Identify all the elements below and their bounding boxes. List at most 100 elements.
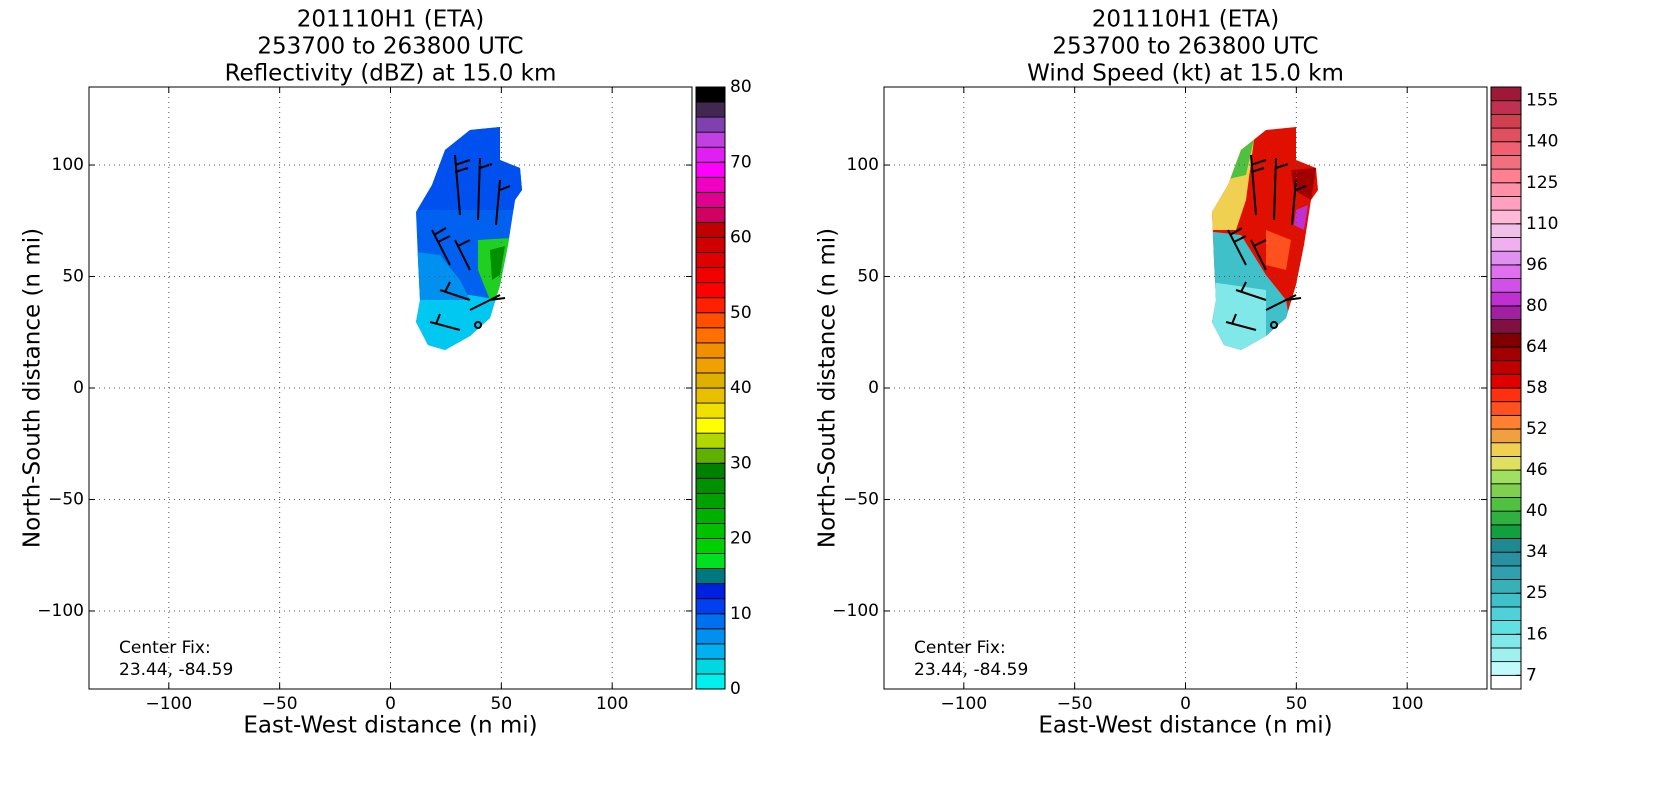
colorbar-segment [695, 507, 726, 524]
colorbar-segment [695, 267, 726, 284]
colorbar-tick-label: 10 [730, 604, 752, 624]
colorbar-segment [1490, 414, 1522, 430]
colorbar-tick-label: 34 [1526, 542, 1548, 562]
plot-frame [883, 86, 1488, 690]
colorbar-segment [1490, 319, 1522, 334]
colorbar-segment [695, 553, 726, 569]
colorbar-segment [1490, 592, 1522, 608]
colorbar-segment [1490, 551, 1522, 567]
colorbar-segment [695, 658, 726, 675]
colorbar-segment [695, 598, 726, 615]
colorbar-segment [695, 222, 726, 238]
colorbar-segment [695, 402, 726, 419]
annotation: Center Fix: [914, 638, 1006, 658]
chart-title: 253700 to 263800 UTC [1052, 34, 1318, 60]
colorbar-segment [695, 312, 726, 329]
colorbar-segment [695, 477, 726, 494]
colorbar-tick-label: 96 [1526, 255, 1548, 275]
colorbar-segment [1490, 661, 1522, 676]
annotation: 23.44, -84.59 [914, 660, 1028, 680]
y-tick-label: −100 [832, 601, 879, 621]
y-tick-label: 100 [52, 155, 84, 175]
colorbar-segment [695, 297, 726, 314]
colorbar-segment [1490, 633, 1522, 649]
colorbar-segment [695, 643, 726, 660]
annotation: 23.44, -84.59 [119, 660, 233, 680]
colorbar-segment [1490, 127, 1522, 143]
colorbar-segment [1490, 223, 1522, 238]
colorbar-segment [1490, 86, 1522, 102]
colorbar-segment [1490, 524, 1522, 539]
colorbar-segment [1490, 483, 1522, 498]
colorbar-segment [695, 86, 726, 103]
x-tick-label: −100 [145, 694, 192, 714]
colorbar-segment [1490, 264, 1522, 279]
colorbar-segment [1490, 196, 1522, 211]
colorbar-segment [695, 116, 726, 133]
colorbar-segment [1490, 332, 1522, 348]
colorbar-segment [695, 206, 726, 223]
colorbar-segment [695, 387, 726, 404]
colorbar-segment [1490, 456, 1522, 471]
colorbar-segment [695, 342, 726, 359]
colorbar-segment [695, 432, 726, 449]
chart-title: Reflectivity (dBZ) at 15.0 km [225, 61, 557, 87]
colorbar-segment [1490, 209, 1522, 225]
colorbar-segment [695, 492, 726, 509]
colorbar-tick-label: 80 [730, 77, 752, 97]
colorbar-segment [1490, 113, 1522, 129]
y-axis-label: North-South distance (n mi) [815, 228, 841, 548]
colorbar-segment [1490, 141, 1522, 156]
colorbar-segment [1490, 606, 1522, 621]
chart-title: Wind Speed (kt) at 15.0 km [1027, 61, 1344, 87]
colorbar-tick-label: 0 [730, 679, 741, 699]
colorbar-segment [695, 613, 726, 630]
x-tick-label: 0 [1180, 694, 1191, 714]
colorbar-segment [695, 176, 726, 193]
colorbar-segment [1490, 497, 1522, 512]
x-tick-label: 50 [1286, 694, 1308, 714]
colorbar-segment [695, 417, 726, 434]
colorbar-segment [695, 523, 726, 539]
y-axis-label: North-South distance (n mi) [20, 228, 46, 548]
colorbar-segment [1490, 538, 1522, 553]
panel: 201110H1 (ETA)253700 to 263800 UTCReflec… [20, 7, 752, 739]
colorbar-tick-label: 64 [1526, 337, 1548, 357]
colorbar-segment [1490, 565, 1522, 580]
colorbar-segment [1490, 100, 1522, 115]
wind-speed-field [1212, 127, 1318, 350]
colorbar-segment [1490, 428, 1522, 444]
colorbar-tick-label: 20 [730, 529, 752, 549]
x-tick-label: −50 [1057, 694, 1093, 714]
colorbar-segment [1490, 346, 1522, 362]
colorbar-segment [1490, 373, 1522, 389]
colorbar-segment [695, 146, 726, 163]
y-tick-label: 50 [62, 267, 84, 287]
colorbar-segment [1490, 182, 1522, 197]
colorbar-segment [695, 161, 726, 178]
x-tick-label: 100 [1391, 694, 1423, 714]
colorbar-segment [1490, 510, 1522, 526]
colorbar-segment [1490, 237, 1522, 252]
x-tick-label: 0 [385, 694, 396, 714]
colorbar-segment [695, 237, 726, 253]
x-tick-label: 50 [491, 694, 513, 714]
x-axis-label: East-West distance (n mi) [243, 713, 537, 739]
x-tick-label: 100 [596, 694, 628, 714]
x-tick-label: −50 [262, 694, 298, 714]
colorbar-tick-label: 110 [1526, 214, 1558, 234]
colorbar-segment [695, 372, 726, 389]
colorbar-tick-label: 50 [730, 303, 752, 323]
y-tick-label: 0 [868, 378, 879, 398]
y-tick-label: −50 [48, 489, 84, 509]
colorbar-tick-label: 16 [1526, 624, 1548, 644]
chart-title: 201110H1 (ETA) [1092, 7, 1280, 33]
y-tick-label: −100 [37, 601, 84, 621]
colorbar-tick-label: 70 [730, 152, 752, 172]
colorbar-segment [695, 462, 726, 479]
colorbar-tick-label: 58 [1526, 378, 1548, 398]
chart-title: 253700 to 263800 UTC [257, 34, 523, 60]
colorbar-segment [695, 191, 726, 208]
colorbar-segment [695, 447, 726, 464]
